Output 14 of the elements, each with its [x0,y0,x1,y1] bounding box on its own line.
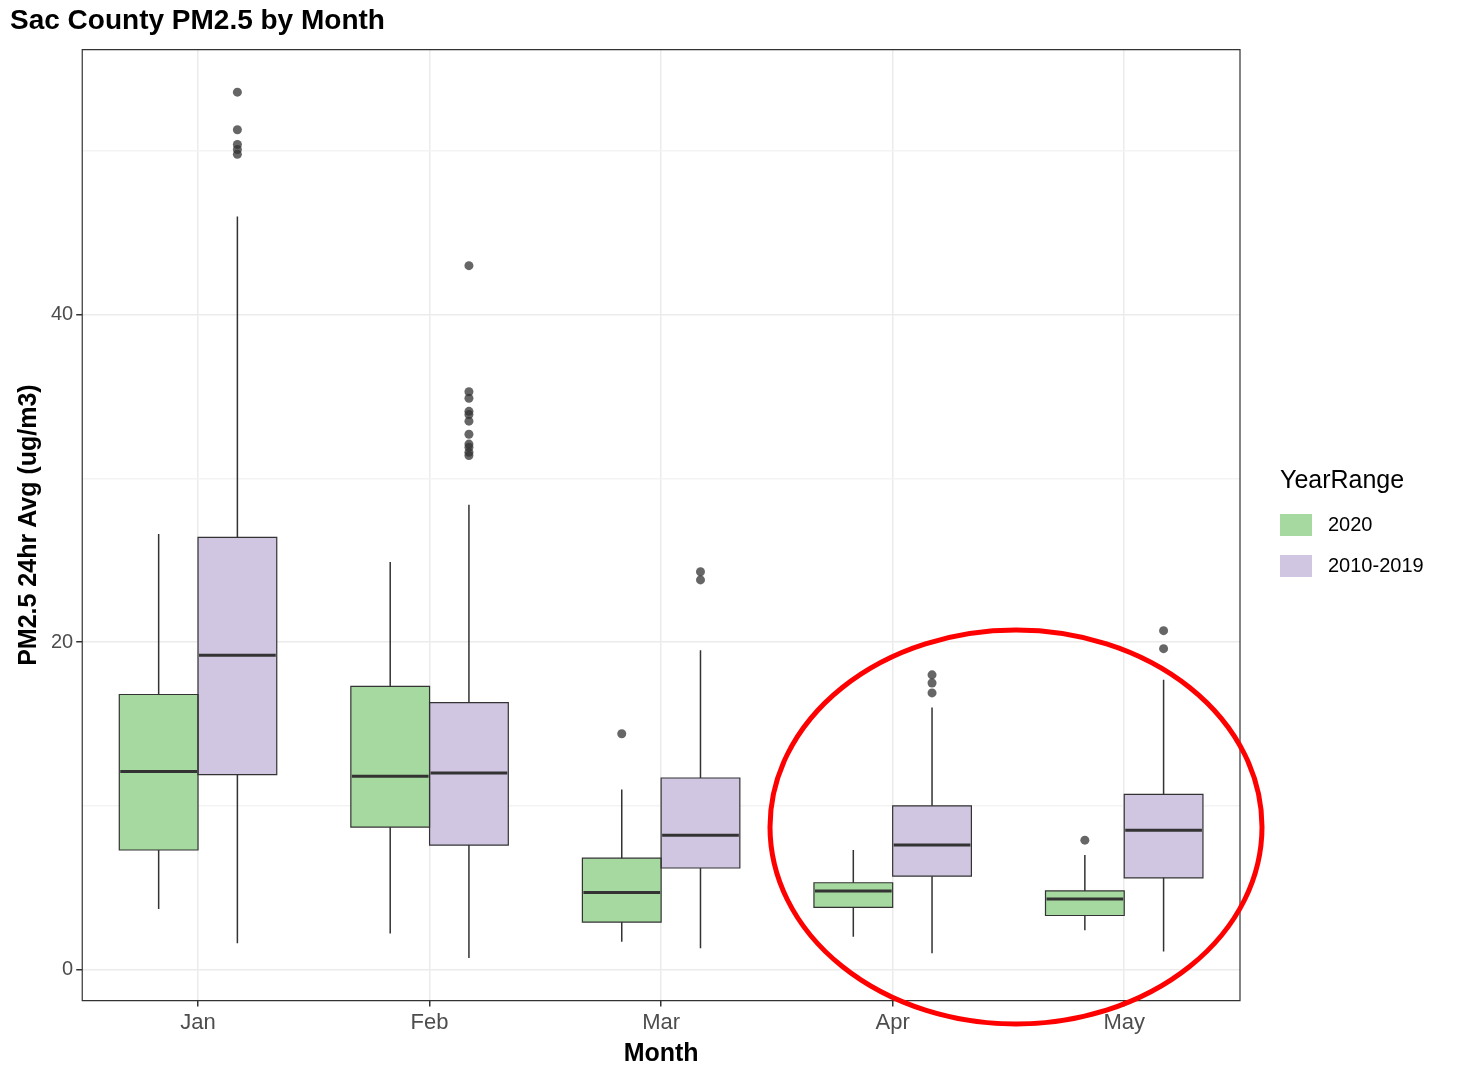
x-tick-label: Apr [875,1008,910,1034]
x-tick-label: Jan [180,1008,216,1034]
y-tick-label: 0 [62,957,74,980]
y-axis-title: PM2.5 24hr Avg (ug/m3) [12,384,41,666]
legend-label: 2020 [1328,513,1373,536]
legend-label: 2010-2019 [1328,554,1424,577]
x-axis-title: Month [623,1037,699,1066]
chart-title: Sac County PM2.5 by Month [10,3,385,35]
x-tick-label: May [1103,1008,1146,1034]
y-tick-label: 40 [51,302,74,325]
x-tick-label: Mar [642,1008,681,1034]
legend-title: YearRange [1280,465,1406,494]
y-tick-label: 20 [51,629,74,652]
x-tick-label: Feb [410,1008,449,1034]
